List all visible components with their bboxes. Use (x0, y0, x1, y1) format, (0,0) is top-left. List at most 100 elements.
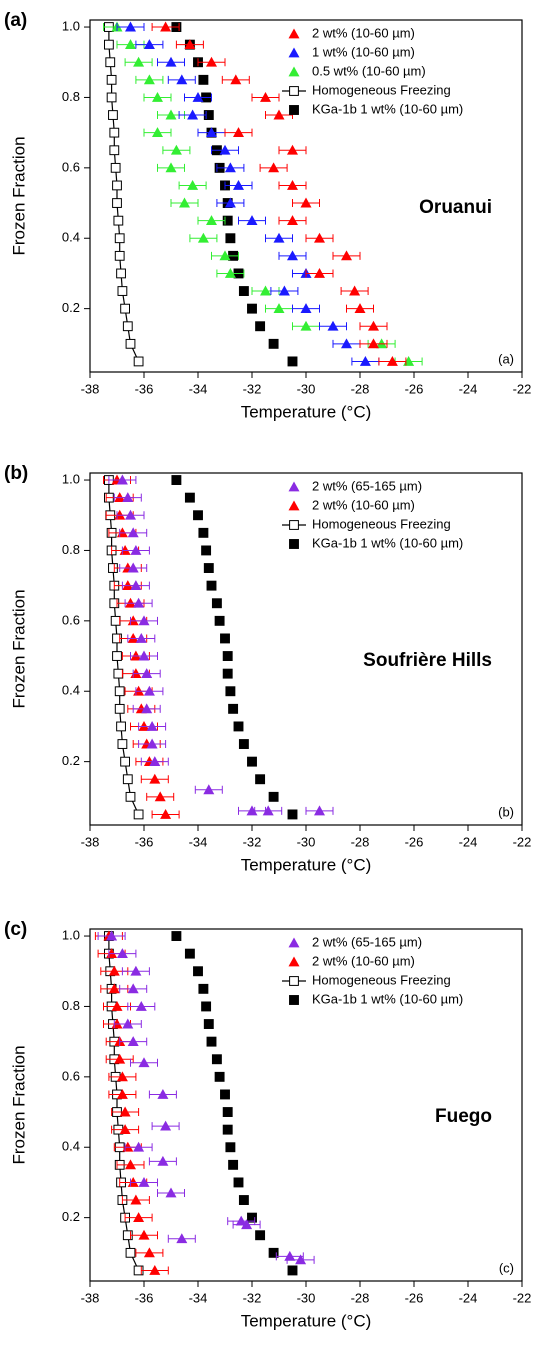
triangle-marker (273, 109, 285, 120)
square-marker (228, 1159, 239, 1170)
triangle-marker (116, 948, 128, 959)
square-marker (247, 756, 257, 767)
square-marker (214, 1071, 225, 1082)
triangle-marker (130, 650, 142, 661)
triangle-marker (125, 21, 136, 32)
y-tick-label: 0.6 (62, 159, 80, 174)
triangle-marker (260, 91, 271, 102)
triangle-marker (108, 965, 120, 976)
triangle-marker (149, 1264, 161, 1275)
triangle-marker (133, 1141, 145, 1152)
triangle-marker (160, 1120, 172, 1131)
triangle-marker (184, 39, 196, 50)
triangle-marker (141, 703, 153, 714)
open-square-marker (105, 57, 116, 68)
square-marker (203, 110, 214, 120)
triangle-marker (386, 355, 398, 366)
triangle-marker (130, 1194, 142, 1205)
triangle-marker (268, 162, 280, 173)
plot-frame (89, 472, 523, 826)
square-marker (222, 215, 233, 226)
open-square-marker (114, 233, 125, 244)
square-marker (225, 1142, 236, 1153)
square-marker (193, 510, 203, 521)
triangle-marker (260, 285, 271, 296)
corner-note: (a) (498, 351, 514, 366)
open-square-marker (109, 127, 120, 138)
legend-label: 2 wt% (10-60 µm) (312, 953, 415, 968)
square-marker (233, 1177, 244, 1188)
plot-frame (89, 19, 523, 373)
open-square-marker (125, 338, 136, 349)
x-tick-label: -26 (405, 1290, 424, 1305)
square-marker (198, 527, 209, 538)
triangle-marker (127, 1176, 139, 1187)
square-marker (255, 1230, 266, 1241)
x-tick-label: -30 (297, 834, 316, 849)
triangle-marker (143, 685, 155, 696)
plot-frame (89, 928, 523, 1282)
triangle-marker (122, 492, 134, 503)
site-label: Fuego (435, 1106, 492, 1127)
square-marker (225, 686, 236, 697)
open-square-marker (117, 739, 128, 749)
y-tick-label: 0.6 (62, 1068, 80, 1083)
triangle-marker (288, 956, 300, 967)
triangle-marker (119, 544, 131, 555)
open-square-marker (110, 162, 121, 173)
triangle-marker (165, 1187, 177, 1198)
square-marker (193, 966, 203, 977)
open-square-marker (133, 356, 144, 367)
triangle-marker (288, 481, 300, 492)
y-axis-title: Frozen Fraction (9, 1045, 28, 1164)
y-tick-label: 1.0 (62, 927, 80, 942)
x-tick-label: -30 (297, 1290, 316, 1305)
open-square-marker (122, 321, 133, 332)
triangle-marker (230, 74, 242, 85)
triangle-marker (327, 320, 339, 331)
open-square-marker (106, 74, 117, 85)
panel-label: (c) (4, 919, 27, 940)
open-square-marker (133, 809, 144, 820)
triangle-marker (125, 509, 136, 520)
open-square-marker (113, 215, 124, 226)
triangle-marker (160, 21, 172, 32)
open-square-marker (114, 250, 125, 261)
triangle-marker (138, 1057, 150, 1068)
x-tick-label: -32 (243, 834, 262, 849)
square-marker (238, 1195, 249, 1205)
triangle-marker (341, 250, 352, 261)
triangle-marker (287, 215, 298, 226)
square-marker (255, 774, 266, 785)
triangle-marker (287, 179, 298, 190)
triangle-marker (288, 47, 300, 58)
triangle-marker (288, 66, 300, 77)
corner-note: (c) (499, 1260, 514, 1275)
square-marker (222, 1107, 233, 1117)
square-marker (201, 545, 212, 556)
y-tick-label: 0.2 (62, 1209, 80, 1224)
x-tick-label: -28 (351, 834, 370, 849)
triangle-marker (127, 527, 139, 538)
x-tick-label: -24 (459, 834, 478, 849)
triangle-marker (146, 738, 158, 749)
legend-label: 2 wt% (65-165 µm) (312, 934, 422, 949)
x-tick-label: -22 (513, 1290, 532, 1305)
triangle-marker (187, 109, 199, 120)
triangle-marker (125, 39, 136, 50)
open-square-marker (125, 791, 136, 802)
x-tick-label: -32 (243, 1290, 262, 1305)
triangle-marker (106, 930, 118, 941)
open-square-marker (122, 774, 133, 785)
y-tick-label: 0.8 (62, 89, 80, 104)
triangle-marker (288, 937, 300, 948)
triangle-marker (359, 355, 371, 366)
y-tick-label: 0.6 (62, 612, 80, 627)
square-marker (268, 1247, 279, 1258)
triangle-marker (127, 983, 139, 994)
square-marker (287, 356, 298, 367)
legend-label: 2 wt% (65-165 µm) (312, 478, 422, 493)
triangle-marker (133, 1212, 145, 1223)
y-axis-title: Frozen Fraction (9, 136, 28, 255)
square-marker (238, 286, 249, 296)
